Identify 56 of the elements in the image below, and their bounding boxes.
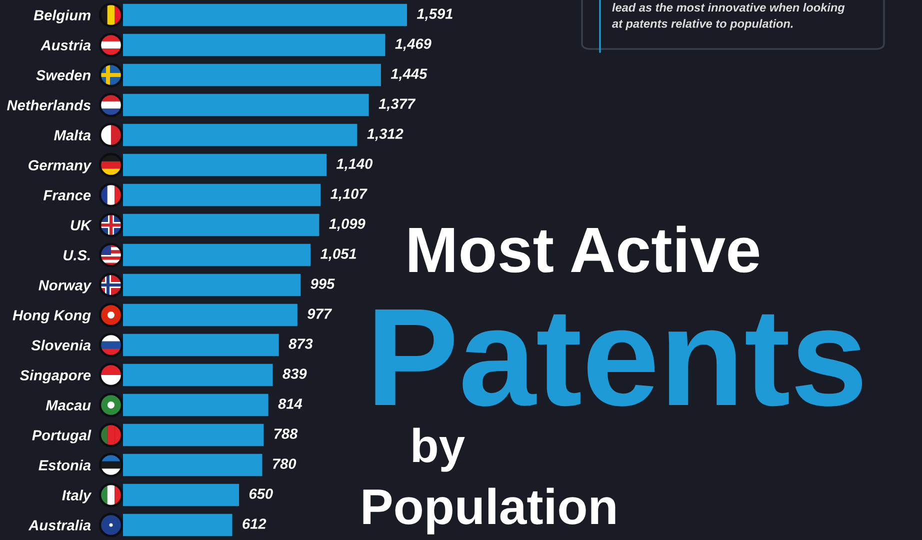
y-tick-label: France bbox=[43, 190, 91, 200]
y-tick-label: Slovenia bbox=[31, 340, 91, 350]
data-label: 1,469 bbox=[395, 38, 432, 52]
y-tick-label: Hong Kong bbox=[12, 310, 91, 324]
bar bbox=[123, 364, 273, 386]
bar bbox=[123, 274, 301, 296]
data-label: 780 bbox=[272, 458, 296, 469]
bar bbox=[123, 454, 262, 476]
y-tick-label: U.S. bbox=[64, 250, 90, 260]
data-label: 788 bbox=[274, 428, 298, 439]
data-label: 650 bbox=[249, 488, 273, 499]
bar bbox=[123, 214, 320, 236]
data-label: 814 bbox=[278, 398, 302, 409]
y-tick-label: Belgium bbox=[34, 10, 90, 24]
y-tick-label: Norway bbox=[38, 280, 92, 294]
data-label: 995 bbox=[310, 278, 335, 289]
bar bbox=[123, 244, 311, 266]
data-label: 1,445 bbox=[390, 68, 428, 82]
y-tick-label: Estonia bbox=[38, 460, 91, 470]
y-tick-label: Austria bbox=[40, 40, 91, 50]
bar bbox=[123, 304, 298, 326]
bar bbox=[123, 394, 268, 416]
data-label: 1,107 bbox=[330, 188, 368, 202]
data-label: 977 bbox=[307, 308, 332, 319]
data-label: 1,377 bbox=[378, 98, 416, 112]
text: Most Active Patents by Population bbox=[363, 226, 862, 534]
y-tick-label: Italy bbox=[62, 490, 92, 504]
data-label: 1,312 bbox=[367, 128, 404, 142]
y-tick-label: Netherlands bbox=[7, 100, 91, 110]
bar bbox=[123, 514, 232, 536]
data-label: 1,051 bbox=[320, 248, 356, 262]
data-label: 1,140 bbox=[336, 158, 373, 172]
bar bbox=[123, 94, 369, 116]
bar bbox=[123, 4, 407, 26]
text: lead as the most innovative when looking at patents relative to population. bbox=[612, 3, 845, 30]
data-label: 1,099 bbox=[329, 218, 366, 232]
bar bbox=[123, 64, 381, 86]
y-tick-label: Australia bbox=[28, 520, 91, 530]
bar bbox=[123, 34, 386, 56]
y-tick-label: Singapore bbox=[20, 370, 91, 384]
bar bbox=[123, 424, 264, 446]
bar bbox=[123, 154, 326, 176]
data-label: 1,591 bbox=[416, 8, 452, 22]
bar bbox=[123, 184, 321, 206]
bar bbox=[123, 124, 358, 146]
y-tick-label: Sweden bbox=[36, 70, 90, 80]
data-label: 612 bbox=[242, 518, 266, 529]
data-label: 839 bbox=[282, 368, 307, 379]
y-tick-label: UK bbox=[70, 220, 92, 230]
y-tick-label: Malta bbox=[54, 130, 91, 140]
y-tick-label: Germany bbox=[28, 160, 92, 174]
y-tick-label: Macau bbox=[46, 400, 91, 410]
data-label: 873 bbox=[288, 338, 313, 349]
bar bbox=[123, 334, 279, 356]
y-tick-label: Portugal bbox=[32, 430, 92, 444]
bar bbox=[123, 484, 240, 506]
